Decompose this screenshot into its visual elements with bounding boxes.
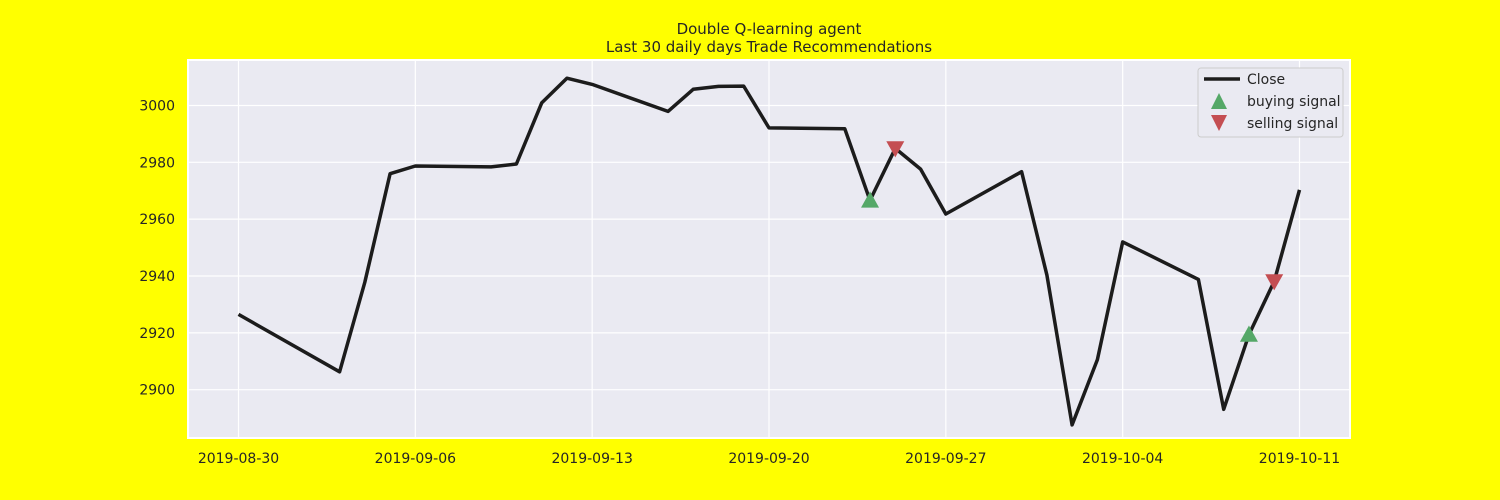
y-tick-label: 2960 [139,212,175,228]
x-tick-label: 2019-09-06 [375,451,456,467]
series-layer [237,76,1302,427]
x-tick-label: 2019-08-30 [198,451,279,467]
legend-buying-signal-swatch [1211,93,1227,109]
legend-label-buying-signal: buying signal [1247,94,1341,110]
selling-signal-marker [1265,274,1284,291]
legend: Close buying signal selling signal [1197,67,1344,138]
legend-label-close: Close [1247,72,1285,88]
legend-label-selling-signal: selling signal [1247,116,1338,132]
y-tick-label: 2940 [139,269,175,285]
selling-signal-marker [886,141,905,158]
y-tick-label: 2980 [139,155,175,171]
chart-subtitle: Last 30 daily days Trade Recommendations [606,38,932,56]
y-tick-label: 3000 [139,98,175,114]
buying-signal-marker [861,191,880,208]
y-tick-label: 2920 [139,326,175,342]
grid-lines [187,59,1351,439]
tick-labels: 2019-08-30 2019-09-06 2019-09-13 2019-09-20… [139,98,1340,467]
x-tick-label: 2019-10-11 [1259,451,1340,467]
y-tick-label: 2900 [139,383,175,399]
legend-box [1197,67,1344,138]
x-tick-label: 2019-09-27 [905,451,986,467]
x-tick-label: 2019-10-04 [1082,451,1163,467]
x-tick-label: 2019-09-13 [551,451,632,467]
chart-title: Double Q-learning agent [677,20,862,38]
legend-selling-signal-swatch [1211,115,1227,131]
x-tick-label: 2019-09-20 [728,451,809,467]
plot-frame [187,59,1351,439]
buying-signal-marker [1239,325,1258,342]
close-price-line [237,76,1302,427]
